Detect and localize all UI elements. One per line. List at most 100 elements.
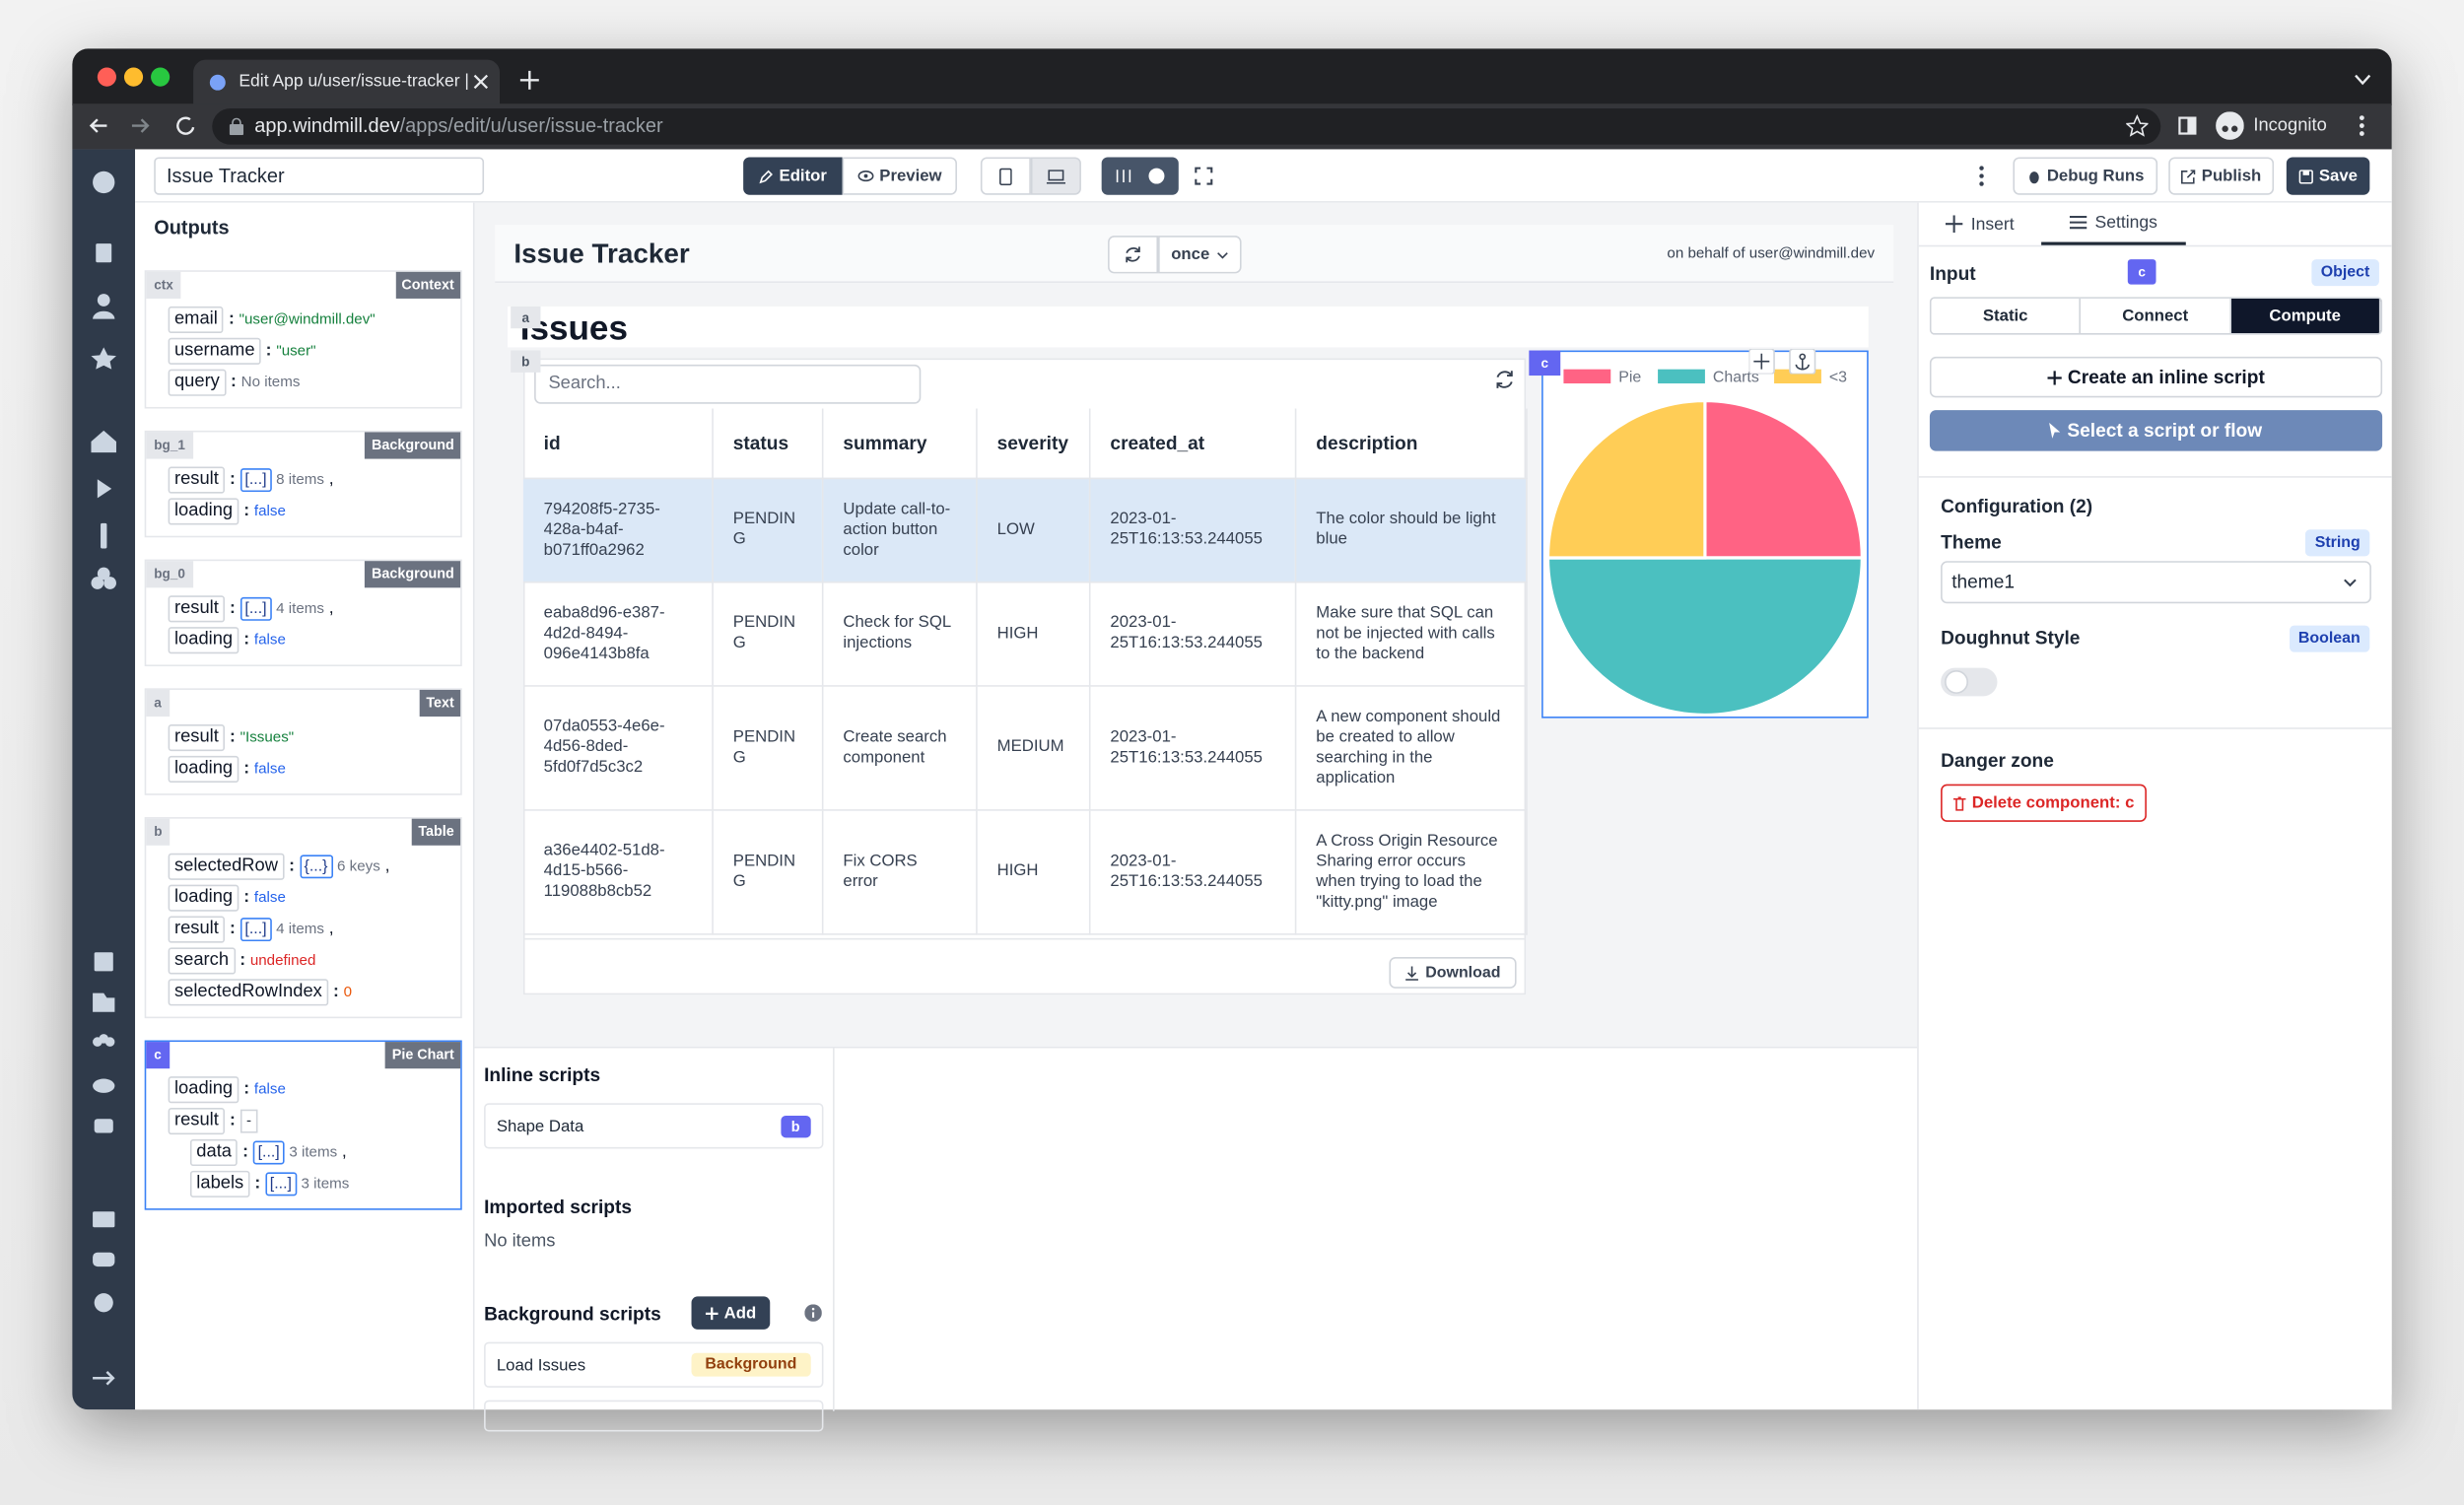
save-button[interactable]: Save <box>2286 157 2370 195</box>
value-badge[interactable]: [...] <box>240 917 272 941</box>
lock-icon <box>229 117 244 136</box>
value-badge[interactable]: {...} <box>299 854 333 878</box>
refresh-icon <box>1126 246 1140 263</box>
outputs-list: ctx Context email: "user@windmill.dev" usern… <box>144 270 462 1210</box>
zoom-dot[interactable] <box>151 67 171 87</box>
theme-type: String <box>2305 529 2370 557</box>
sidebar-icons[interactable] <box>72 149 135 1409</box>
fullscreen-icon[interactable] <box>1195 167 1213 185</box>
script-item[interactable]: Shape Data b <box>484 1103 824 1149</box>
panel-id-tag: c <box>146 1042 170 1069</box>
minimize-dot[interactable] <box>123 67 144 87</box>
mode-button[interactable]: Static <box>1932 298 2082 334</box>
nav-buttons[interactable] <box>88 114 214 136</box>
table-refresh[interactable] <box>1494 370 1515 390</box>
table-cell: 2023-01-25T16:13:53.244055 <box>1088 809 1296 934</box>
table-cell: PENDING <box>712 477 823 582</box>
output-key: loading <box>168 755 240 783</box>
tab-title: Edit App u/user/issue-tracker | <box>239 72 469 92</box>
value-badge[interactable]: [...] <box>240 467 272 492</box>
on-behalf: on behalf of user@windmill.dev <box>1667 244 1876 263</box>
legend-label: <3 <box>1829 369 1847 385</box>
desktop-toggle[interactable] <box>1030 157 1081 195</box>
publish-button[interactable]: Publish <box>2168 157 2275 195</box>
select-script-button[interactable]: Select a script or flow <box>1929 410 2383 451</box>
tab-menu[interactable] <box>2354 74 2371 87</box>
table-cell: 07da0553-4e6e-4d56-8ded-5fd0f7d5c3c2 <box>522 685 714 810</box>
output-key: loading <box>168 626 240 653</box>
imported-scripts-title: Imported scripts <box>484 1196 632 1218</box>
separator: : <box>243 501 250 520</box>
address-bar[interactable]: app.windmill.dev/apps/edit/u/user/issue-… <box>212 108 2161 145</box>
legend-swatch <box>1563 369 1611 384</box>
output-row: loading: false <box>168 753 461 785</box>
column-header: description <box>1294 408 1527 479</box>
app-title: Issue Tracker <box>513 237 690 269</box>
browser-tab[interactable]: Edit App u/user/issue-tracker | <box>193 59 501 105</box>
table-row[interactable]: 794208f5-2735-428a-b4af-b071ff0a2962 PEND… <box>522 477 1527 582</box>
mobile-toggle[interactable] <box>980 157 1031 195</box>
browser-menu[interactable] <box>2359 114 2364 136</box>
refresh-mode[interactable]: once <box>1158 236 1242 274</box>
editor-button[interactable]: Editor <box>743 157 843 195</box>
bookmark-star[interactable] <box>2126 114 2149 137</box>
theme-select[interactable]: theme1 <box>1941 561 2371 604</box>
debug-runs-button[interactable]: Debug Runs <box>2013 157 2158 195</box>
table-cell: 794208f5-2735-428a-b4af-b071ff0a2962 <box>522 477 714 582</box>
value-badge[interactable]: [...] <box>252 1139 285 1164</box>
sidepanel-icon[interactable] <box>2178 116 2197 135</box>
toggle-knob <box>1945 670 1968 694</box>
app-name-input[interactable]: Issue Tracker <box>154 157 485 195</box>
output-row: loading: false <box>168 1073 461 1105</box>
value-badge[interactable]: [...] <box>240 596 272 620</box>
table-row[interactable]: eaba8d96-e387-4d2d-8494-096e4143b8fa PEND… <box>522 581 1527 686</box>
close-dot[interactable] <box>97 67 116 87</box>
add-button[interactable]: Add <box>691 1296 771 1330</box>
mode-button[interactable]: Connect <box>2081 298 2231 334</box>
table-row[interactable]: 07da0553-4e6e-4d56-8ded-5fd0f7d5c3c2 PEND… <box>522 685 1527 810</box>
value-badge[interactable]: [...] <box>265 1171 297 1196</box>
separator: : <box>243 630 250 650</box>
layout-toggle[interactable] <box>1101 157 1179 195</box>
output-row: query: No items <box>168 366 461 397</box>
output-row: data: [...] 3 items, <box>169 1136 461 1168</box>
panel-id-tag: b <box>146 818 171 846</box>
table-cell: Check for SQL injections <box>821 581 977 686</box>
mode-button[interactable]: Compute <box>2230 298 2381 334</box>
output-value: 3 items <box>301 1174 350 1193</box>
separator: : <box>228 309 235 329</box>
incognito-avatar[interactable] <box>2216 111 2244 140</box>
new-tab[interactable] <box>519 70 539 90</box>
preview-button[interactable]: Preview <box>842 157 957 195</box>
script-item[interactable]: Load Issues Background <box>484 1341 824 1388</box>
table-row[interactable]: a36e4402-51d8-4d15-b566-119088b8cb52 PEND… <box>522 809 1527 934</box>
table-cell: PENDING <box>712 809 823 934</box>
panel-tab[interactable]: Settings <box>2041 203 2186 245</box>
component-handles[interactable] <box>1748 348 1818 375</box>
output-value: "Issues" <box>240 727 295 746</box>
output-value: 8 items <box>276 470 324 489</box>
search-input[interactable]: Search... <box>534 364 922 404</box>
panel-tab[interactable]: Insert <box>1919 203 2041 245</box>
output-value: - <box>240 1108 258 1132</box>
output-key: loading <box>168 1075 240 1103</box>
download-button[interactable]: Download <box>1389 956 1517 989</box>
output-key: search <box>168 946 236 974</box>
column-header: summary <box>821 408 977 479</box>
separator: : <box>243 1079 250 1099</box>
tab-close[interactable] <box>473 74 489 90</box>
outputs-panel: Outputs ctx Context email: "user@windmill.d… <box>135 202 475 1410</box>
panel-body: result: [...] 4 items, loading: false <box>146 587 460 655</box>
output-panel: bg_1 Background result: [...] 8 items, loadin… <box>144 430 462 538</box>
component-tag: b <box>511 350 541 373</box>
panel-id-tag: bg_1 <box>146 432 193 459</box>
more-menu[interactable] <box>1978 165 1984 186</box>
doughnut-toggle[interactable] <box>1941 666 1999 698</box>
url: app.windmill.dev/apps/edit/u/user/issue-… <box>254 108 662 145</box>
output-row: result: "Issues" <box>168 721 461 753</box>
create-inline-button[interactable]: Create an inline script <box>1929 356 2383 398</box>
delete-component-button[interactable]: Delete component: c <box>1941 784 2147 822</box>
refresh-button[interactable] <box>1108 236 1159 274</box>
info-icon[interactable] <box>804 1304 822 1322</box>
select-script-label: Select a script or flow <box>2067 419 2263 443</box>
